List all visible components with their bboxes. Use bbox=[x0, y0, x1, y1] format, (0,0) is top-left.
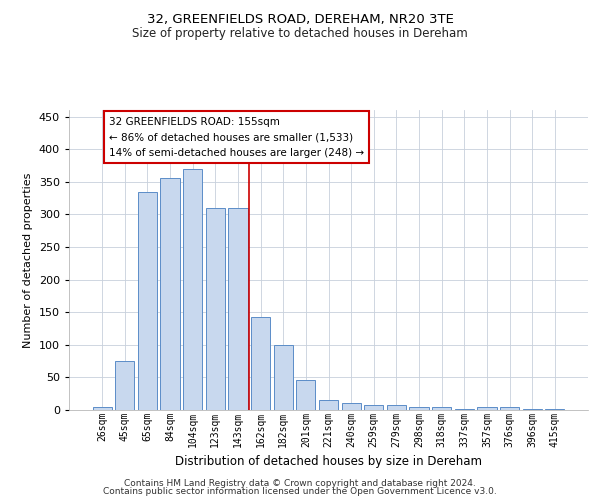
Bar bbox=[432, 406, 451, 410]
Bar bbox=[523, 408, 542, 410]
Bar bbox=[206, 208, 225, 410]
Bar bbox=[183, 168, 202, 410]
Text: Contains public sector information licensed under the Open Government Licence v3: Contains public sector information licen… bbox=[103, 488, 497, 496]
Text: Size of property relative to detached houses in Dereham: Size of property relative to detached ho… bbox=[132, 28, 468, 40]
Text: Contains HM Land Registry data © Crown copyright and database right 2024.: Contains HM Land Registry data © Crown c… bbox=[124, 478, 476, 488]
Text: 32 GREENFIELDS ROAD: 155sqm
← 86% of detached houses are smaller (1,533)
14% of : 32 GREENFIELDS ROAD: 155sqm ← 86% of det… bbox=[109, 116, 364, 158]
Bar bbox=[455, 408, 474, 410]
Bar bbox=[477, 408, 497, 410]
Bar bbox=[115, 361, 134, 410]
Text: 32, GREENFIELDS ROAD, DEREHAM, NR20 3TE: 32, GREENFIELDS ROAD, DEREHAM, NR20 3TE bbox=[146, 12, 454, 26]
Bar bbox=[387, 405, 406, 410]
Bar bbox=[274, 345, 293, 410]
Bar bbox=[296, 380, 316, 410]
Bar bbox=[341, 403, 361, 410]
Bar bbox=[319, 400, 338, 410]
Bar bbox=[409, 406, 428, 410]
Bar bbox=[92, 406, 112, 410]
Bar bbox=[251, 316, 270, 410]
Bar bbox=[364, 405, 383, 410]
Bar bbox=[500, 408, 519, 410]
Bar bbox=[138, 192, 157, 410]
X-axis label: Distribution of detached houses by size in Dereham: Distribution of detached houses by size … bbox=[175, 455, 482, 468]
Bar bbox=[229, 208, 248, 410]
Bar bbox=[160, 178, 180, 410]
Y-axis label: Number of detached properties: Number of detached properties bbox=[23, 172, 33, 348]
